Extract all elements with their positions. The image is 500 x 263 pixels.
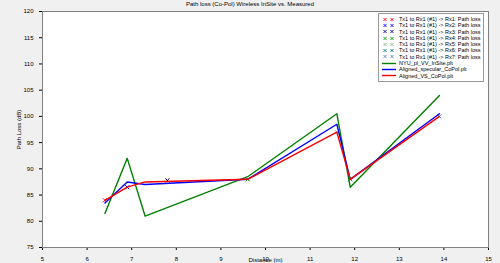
svg-text:15: 15 (485, 256, 492, 262)
svg-text:13: 13 (396, 256, 403, 262)
svg-text:90: 90 (27, 166, 34, 172)
html-text:Aligned_specular_CoPol.plt: Aligned_specular_CoPol.plt (399, 66, 467, 73)
svg-text:80: 80 (27, 218, 34, 224)
svg-text:75: 75 (27, 244, 34, 250)
svg-text:Distance (m): Distance (m) (248, 257, 282, 263)
html-text:Tx1 to Rx1 (#1) -> Rx2: Path l: Tx1 to Rx1 (#1) -> Rx2: Path loss (399, 22, 481, 29)
svg-text:7: 7 (130, 256, 134, 262)
html-text:Tx1 to Rx1 (#1) -> Rx3: Path l: Tx1 to Rx1 (#1) -> Rx3: Path loss (399, 28, 481, 35)
svg-text:115: 115 (24, 35, 34, 41)
html-text:Tx1 to Rx1 (#1) -> Rx4: Path l: Tx1 to Rx1 (#1) -> Rx4: Path loss (399, 34, 481, 41)
svg-text:110: 110 (24, 61, 34, 67)
svg-text:95: 95 (27, 140, 34, 146)
html-text:Path loss (Co-Pol) Wireless In: Path loss (Co-Pol) Wireless InSite vs. M… (186, 1, 314, 7)
svg-text:100: 100 (23, 113, 34, 119)
html-text:Aligned_VS_CoPol.plt: Aligned_VS_CoPol.plt (399, 72, 454, 79)
svg-text:105: 105 (23, 87, 34, 93)
html-text:NYU_pl_VV_InSite.plt: NYU_pl_VV_InSite.plt (399, 60, 453, 67)
svg-text:Path Loss (dB): Path Loss (dB) (16, 110, 22, 150)
svg-text:12: 12 (351, 256, 358, 262)
html-text:Tx1 to Rx1 (#1) -> Rx6: Path l: Tx1 to Rx1 (#1) -> Rx6: Path loss (399, 47, 481, 54)
svg-text:9: 9 (219, 256, 223, 262)
svg-text:11: 11 (307, 256, 314, 262)
html-text:Tx1 to Rx1 (#1) -> Rx1: Path l: Tx1 to Rx1 (#1) -> Rx1: Path loss (399, 16, 481, 22)
svg-text:120: 120 (23, 9, 34, 14)
svg-text:5: 5 (41, 256, 45, 262)
svg-text:8: 8 (175, 256, 179, 262)
svg-text:14: 14 (441, 256, 448, 262)
svg-text:85: 85 (27, 192, 34, 198)
html-text:Tx1 to Rx1 (#1) -> Rx5: Path l: Tx1 to Rx1 (#1) -> Rx5: Path loss (399, 41, 481, 48)
svg-text:6: 6 (85, 256, 89, 262)
html-text:Tx1 to Rx1 (#1) -> Rx7: Path l: Tx1 to Rx1 (#1) -> Rx7: Path loss (399, 53, 481, 60)
